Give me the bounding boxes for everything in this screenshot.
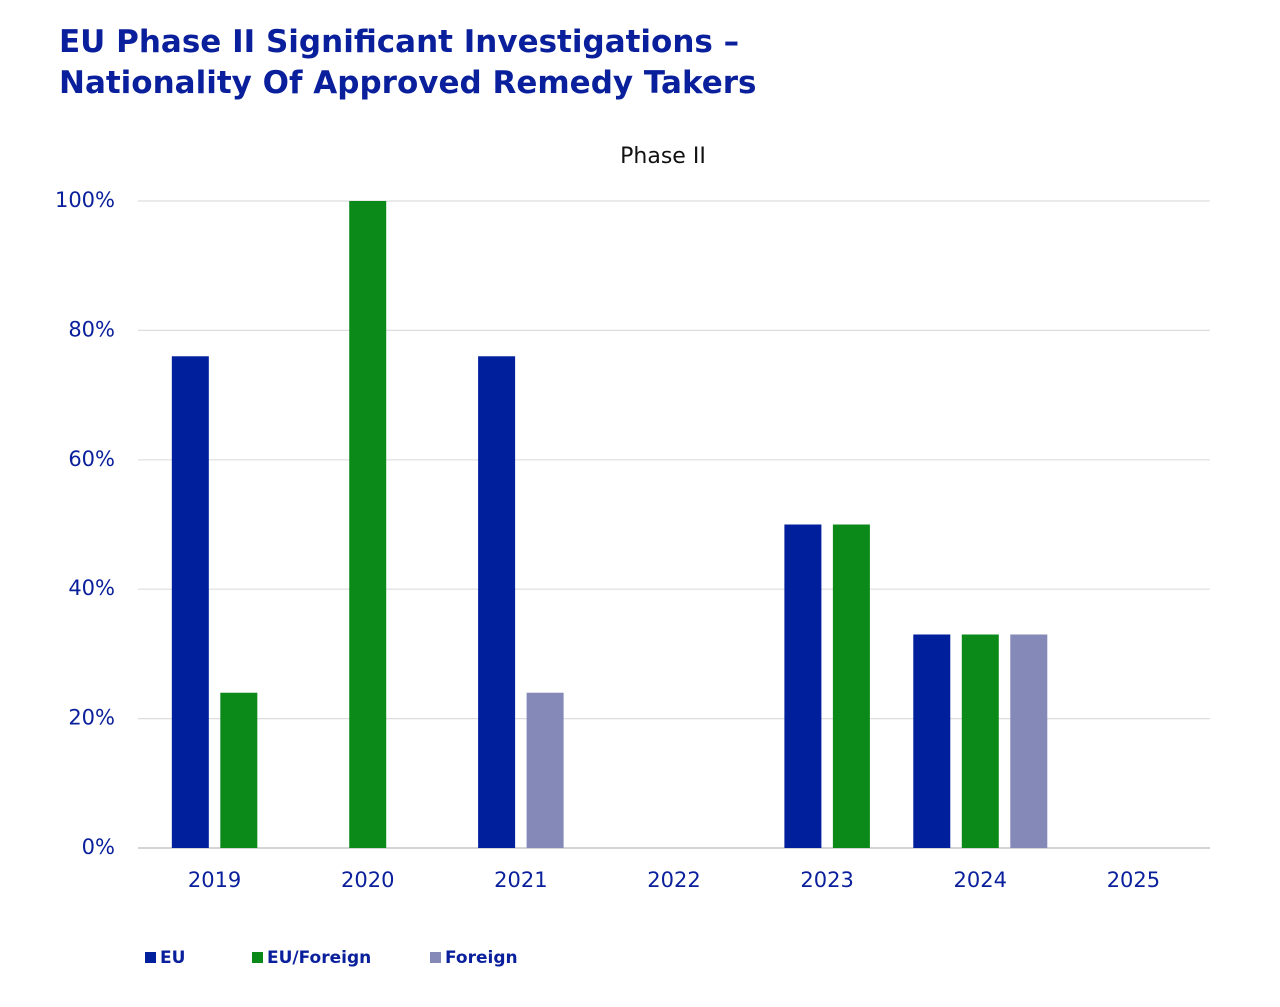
- bar: [349, 201, 387, 848]
- bar: [913, 634, 951, 848]
- bar: [478, 356, 516, 848]
- legend-label: EU: [160, 948, 185, 968]
- x-tick-label: 2019: [188, 868, 241, 892]
- y-tick-label: 100%: [55, 188, 115, 212]
- y-tick-label: 80%: [68, 317, 115, 341]
- x-tick-label: 2020: [341, 868, 394, 892]
- x-tick-label: 2023: [800, 868, 853, 892]
- bar: [171, 356, 209, 848]
- legend-label: Foreign: [445, 948, 518, 968]
- x-tick-label: 2025: [1107, 868, 1160, 892]
- legend-swatch: [145, 952, 156, 963]
- bar: [784, 524, 822, 848]
- bar: [220, 692, 258, 848]
- legend-swatch: [430, 952, 441, 963]
- bar: [961, 634, 999, 848]
- x-tick-label: 2021: [494, 868, 547, 892]
- legend-label: EU/Foreign: [267, 948, 371, 968]
- bar: [832, 524, 870, 848]
- chart-title: EU Phase II Significant Investigations –…: [59, 24, 757, 101]
- legend-swatch: [252, 952, 263, 963]
- y-tick-label: 40%: [68, 576, 115, 600]
- y-tick-label: 0%: [82, 835, 115, 859]
- bar: [1010, 634, 1048, 848]
- y-tick-label: 60%: [68, 447, 115, 471]
- x-tick-label: 2022: [647, 868, 700, 892]
- x-tick-label: 2024: [954, 868, 1007, 892]
- y-tick-label: 20%: [68, 706, 115, 730]
- chart-subtitle: Phase II: [620, 144, 706, 169]
- bar: [526, 692, 564, 848]
